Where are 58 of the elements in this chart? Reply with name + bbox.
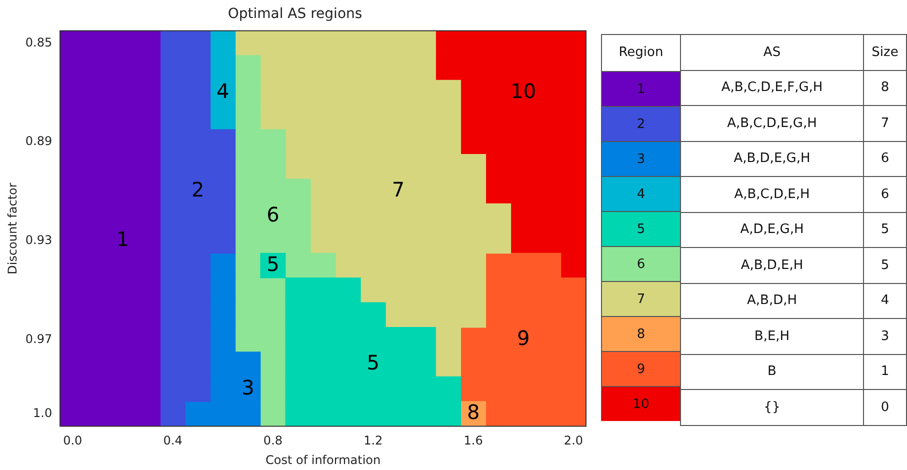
- text: B: [768, 364, 776, 380]
- x-tick-label: 0.8: [263, 434, 283, 448]
- y-tick-label: 0.97: [25, 332, 52, 346]
- text: B,E,H: [754, 328, 790, 344]
- text: A,B,C,D,E,H: [734, 186, 810, 202]
- color-bar-label: 3: [602, 140, 680, 176]
- text: 6: [880, 151, 890, 166]
- color-bar-label: 2: [602, 106, 680, 141]
- color-bar-label: 8: [602, 316, 680, 351]
- data-label: 2: [191, 178, 204, 202]
- text: 1: [880, 364, 890, 380]
- chart-title: Optimal AS regions: [228, 6, 362, 22]
- text: A,B,C,D,E,G,H: [727, 116, 817, 131]
- color-bar-label: 7: [602, 280, 680, 316]
- text: 8: [880, 80, 890, 96]
- text: A,B,D,E,G,H: [734, 151, 810, 166]
- data-label: 4: [216, 78, 230, 103]
- text: 5: [880, 258, 890, 273]
- y-tick-label: 0.89: [25, 134, 52, 148]
- text: {}: [764, 400, 780, 415]
- data-label: 3: [242, 375, 254, 400]
- text: 7: [880, 116, 890, 131]
- y-tick-label: 1.0: [33, 406, 52, 420]
- data-label: 9: [517, 326, 530, 350]
- text: A,B,D,H: [747, 293, 797, 308]
- data-label: 5: [266, 252, 280, 276]
- data-label: 1: [116, 227, 130, 252]
- text: 3: [880, 328, 890, 344]
- x-tick-label: 2.0: [564, 434, 584, 448]
- text: A,B,D,E,H: [740, 258, 804, 273]
- text: A,B,C,D,E,F,G,H: [721, 80, 823, 96]
- x-tick-label: 0.4: [163, 434, 182, 448]
- text: 5: [880, 222, 890, 238]
- x-tick-label: 0.0: [63, 434, 82, 448]
- text: A,D,E,G,H: [740, 222, 804, 238]
- category-label: Size: [864, 34, 906, 70]
- y-tick-label: 0.85: [25, 35, 52, 50]
- text: 6: [880, 186, 890, 202]
- x-tick-label: 1.6: [464, 434, 483, 448]
- color-bar-label: 10: [602, 386, 680, 421]
- data-label: 6: [266, 202, 280, 226]
- color-bar-label: 1: [602, 70, 680, 106]
- color-bar-label: 6: [602, 246, 680, 281]
- data-label: 7: [392, 178, 405, 202]
- data-label: 10: [510, 78, 536, 103]
- text: 4: [880, 293, 890, 308]
- y-tick-label: 0.93: [25, 232, 52, 247]
- x-axis-title: Cost of information: [265, 452, 381, 467]
- color-bar-title: Region: [618, 44, 664, 62]
- category-label: AS: [680, 34, 864, 70]
- y-axis-title: Discount factor: [5, 182, 20, 274]
- color-bar-label: 4: [602, 176, 680, 211]
- x-tick-label: 1.2: [364, 434, 383, 448]
- color-bar-label: 5: [602, 210, 680, 246]
- color-bar-label: 9: [602, 350, 680, 386]
- data-label: 8: [466, 400, 480, 424]
- data-label: 5: [366, 350, 380, 375]
- text: 0: [880, 400, 890, 415]
